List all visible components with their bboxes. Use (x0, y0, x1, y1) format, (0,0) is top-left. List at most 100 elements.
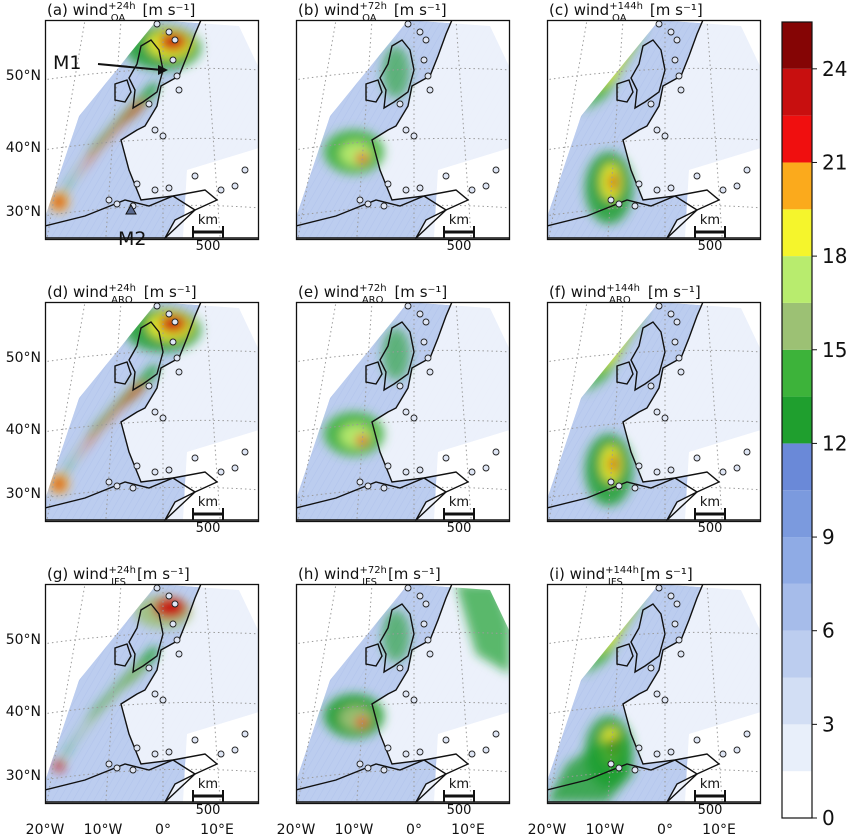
station-marker (241, 166, 249, 174)
panel-c: km 500 (546, 19, 762, 254)
station-marker (191, 454, 199, 462)
station-marker (468, 186, 476, 194)
station-marker (165, 184, 173, 192)
colorbar-tick-label: 18 (822, 244, 847, 268)
lon-label: 20°W (528, 822, 567, 837)
outside-domain (547, 20, 761, 240)
outside-domain (547, 584, 761, 804)
scale-bar: km 500 (443, 495, 475, 536)
station-marker (426, 650, 434, 658)
station-marker (426, 86, 434, 94)
station-marker (653, 468, 661, 476)
scale-length: 500 (196, 521, 221, 536)
colorbar-bin (782, 677, 812, 725)
station-marker (424, 636, 432, 644)
station-marker (396, 100, 404, 108)
station-marker (173, 354, 181, 362)
station-marker (416, 310, 424, 318)
station-marker (113, 200, 121, 208)
station-marker (416, 184, 424, 192)
station-marker (677, 368, 685, 376)
scale-unit: km (449, 495, 469, 510)
station-marker (635, 462, 643, 470)
scale-bar: km 500 (694, 213, 726, 254)
station-marker (356, 760, 364, 768)
station-marker (442, 172, 450, 180)
scale-bar: km 500 (443, 777, 475, 818)
panel-frame (546, 301, 762, 523)
station-marker (165, 592, 173, 600)
map-panels: km 500 (a) wind+24h OA [m s⁻¹] 50°N 40°N 30°N k… (6, 1, 762, 837)
coastline-africa (296, 759, 448, 803)
station-marker (145, 664, 153, 672)
station-marker (675, 72, 683, 80)
coastline-africa (45, 477, 197, 521)
outside-domain (296, 584, 510, 804)
lon-label: 20°W (277, 822, 316, 837)
scale-unit: km (198, 213, 218, 228)
station-marker (671, 56, 679, 64)
station-marker (173, 72, 181, 80)
station-marker (482, 746, 490, 754)
station-marker (424, 354, 432, 362)
station-marker (615, 764, 623, 772)
wind-field (75, 382, 147, 462)
station-marker (133, 180, 141, 188)
colorbar-bin (782, 162, 812, 210)
station-marker (653, 690, 661, 698)
station-marker (677, 86, 685, 94)
coastline-europe (371, 302, 510, 521)
station-marker (151, 186, 159, 194)
station-marker (719, 750, 727, 758)
coastline-ireland (114, 361, 132, 385)
coastline-uk (128, 321, 164, 392)
latitude-gridline (547, 204, 761, 217)
station-marker (667, 466, 675, 474)
lat-label: 50°N (6, 632, 41, 648)
scale-unit: km (449, 777, 469, 792)
station-marker (615, 200, 623, 208)
station-marker (420, 56, 428, 64)
wind-field (609, 172, 617, 192)
scale-length: 500 (698, 239, 723, 254)
station-marker (426, 368, 434, 376)
station-marker (422, 600, 430, 608)
wind-field (456, 584, 510, 674)
station-marker (151, 126, 159, 134)
coastline-ireland (114, 79, 132, 103)
station-marker (661, 414, 669, 422)
lon-label: 0° (155, 822, 171, 837)
station-marker (402, 690, 410, 698)
lon-label: 10°E (451, 822, 485, 837)
station-marker (175, 86, 183, 94)
station-marker (402, 126, 410, 134)
panel-frame (295, 583, 511, 805)
station-marker (404, 20, 412, 28)
lon-label: 10°W (586, 822, 625, 837)
scale-bar: km 500 (694, 777, 726, 818)
station-marker (468, 468, 476, 476)
marker-m1-arrow (97, 63, 163, 71)
coastline-europe (622, 302, 761, 521)
coastline-uk (379, 603, 415, 674)
latitude-gridline (547, 768, 761, 781)
station-marker (380, 484, 388, 492)
lat-label: 50°N (6, 68, 41, 84)
colorbar-bin (782, 396, 812, 444)
latitude-gridline (296, 486, 510, 499)
station-marker (165, 748, 173, 756)
marker-m1-label: M1 (53, 52, 81, 74)
panel-frame (546, 19, 762, 241)
coastline-ireland (616, 79, 634, 103)
station-marker (655, 584, 663, 592)
coastline-uk (379, 321, 415, 392)
station-marker (396, 382, 404, 390)
colorbar-bin (782, 490, 812, 538)
wind-field (340, 424, 372, 448)
lon-label: 10°E (200, 822, 234, 837)
coastline-europe (120, 302, 259, 521)
station-marker (356, 478, 364, 486)
panel-frame (44, 583, 260, 805)
station-marker (171, 318, 179, 326)
station-marker (631, 766, 639, 774)
